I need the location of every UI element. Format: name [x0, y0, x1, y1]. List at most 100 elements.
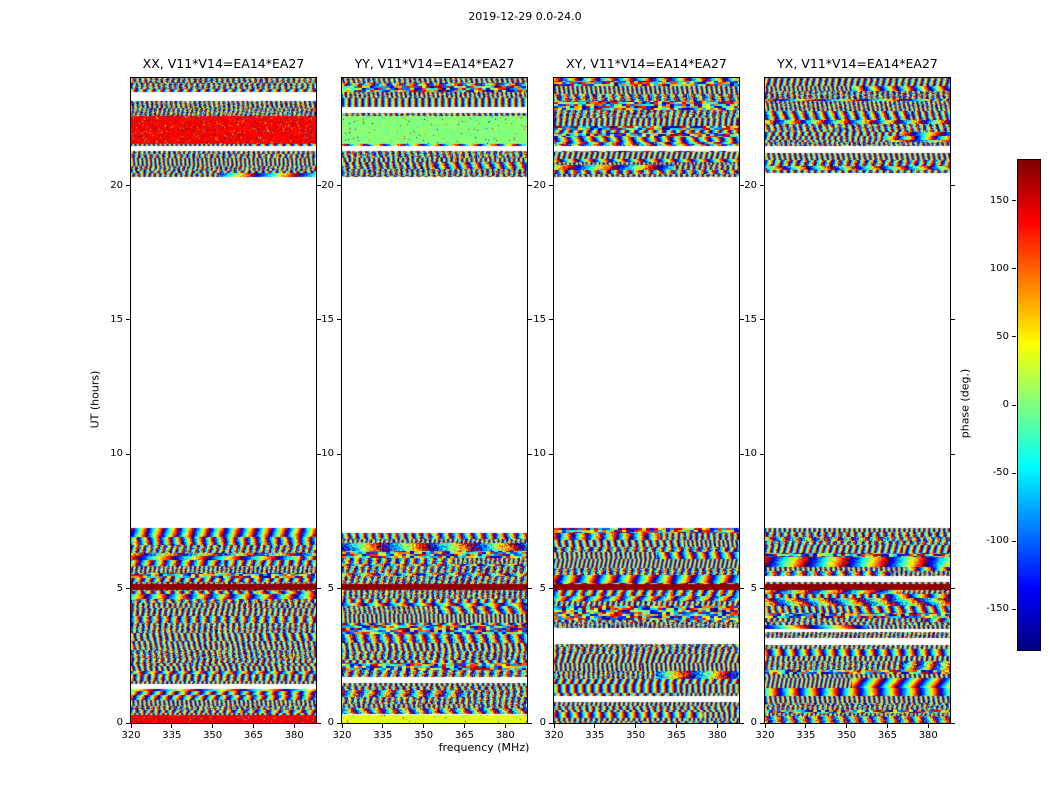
y-tick-mark — [528, 722, 532, 724]
x-tick-mark — [594, 724, 596, 728]
figure-title: 2019-12-29 0.0-24.0 — [468, 10, 582, 23]
x-tick-label: 350 — [203, 730, 223, 741]
panel-title-yy: YY, V11*V14=EA14*EA27 — [354, 56, 515, 71]
x-tick-label: 380 — [284, 730, 304, 741]
y-tick-label: 0 — [327, 717, 334, 728]
y-tick-mark — [760, 319, 764, 321]
x-tick-label: 365 — [877, 730, 897, 741]
x-tick-label: 365 — [454, 730, 474, 741]
y-tick-mark — [337, 453, 341, 455]
x-tick-label: 335 — [162, 730, 182, 741]
x-tick-mark — [927, 724, 929, 728]
colorbar-tick-mark — [1012, 268, 1016, 270]
y-tick-mark — [337, 588, 341, 590]
colorbar-tick-mark — [1012, 608, 1016, 610]
y-tick-label: 5 — [116, 582, 123, 594]
x-tick-label: 320 — [332, 730, 352, 741]
x-tick-label: 380 — [495, 730, 515, 741]
heatmap-canvas-xy — [554, 78, 739, 723]
y-tick-label: 0 — [750, 717, 757, 728]
y-tick-mark — [951, 319, 955, 321]
colorbar-tick-label: 50 — [996, 330, 1009, 342]
y-tick-mark — [337, 319, 341, 321]
colorbar-tick-mark — [1012, 472, 1016, 474]
x-tick-mark — [423, 724, 425, 728]
y-tick-mark — [740, 185, 744, 186]
y-tick-label: 10 — [744, 448, 757, 460]
y-tick-mark — [317, 722, 321, 724]
colorbar-tick-label: -100 — [986, 535, 1009, 547]
colorbar-tick-mark — [1012, 540, 1016, 542]
y-tick-label: 15 — [110, 313, 123, 325]
y-tick-mark — [740, 722, 744, 724]
y-tick-mark — [317, 453, 321, 455]
colorbar-tick-mark — [1012, 200, 1016, 202]
colorbar-gradient — [1018, 160, 1040, 650]
y-tick-mark — [549, 722, 553, 724]
y-tick-label: 20 — [321, 179, 334, 191]
y-tick-mark — [740, 453, 744, 455]
y-tick-label: 5 — [327, 582, 334, 594]
y-tick-mark — [317, 185, 321, 186]
y-tick-label: 5 — [750, 582, 757, 594]
x-tick-mark — [764, 724, 766, 728]
y-tick-mark — [126, 185, 130, 186]
x-tick-label: 350 — [626, 730, 646, 741]
y-tick-mark — [528, 185, 532, 186]
x-tick-mark — [716, 724, 718, 728]
y-tick-label: 20 — [744, 179, 757, 191]
x-axis-label: frequency (MHz) — [438, 741, 530, 754]
y-tick-mark — [126, 453, 130, 455]
panel-yy — [341, 77, 528, 724]
y-tick-mark — [740, 319, 744, 321]
y-tick-label: 15 — [744, 313, 757, 325]
colorbar-tick-label: 150 — [989, 194, 1009, 206]
panel-title-yx: YX, V11*V14=EA14*EA27 — [777, 56, 938, 71]
y-tick-mark — [126, 722, 130, 724]
y-tick-mark — [760, 722, 764, 724]
x-tick-mark — [846, 724, 848, 728]
y-tick-label: 10 — [533, 448, 546, 460]
x-tick-label: 320 — [755, 730, 775, 741]
x-tick-mark — [463, 724, 465, 728]
x-tick-mark — [805, 724, 807, 728]
x-tick-mark — [635, 724, 637, 728]
colorbar-tick-mark — [1012, 336, 1016, 338]
x-tick-mark — [553, 724, 555, 728]
y-tick-mark — [951, 588, 955, 590]
x-tick-label: 380 — [918, 730, 938, 741]
panel-xy — [553, 77, 740, 724]
x-tick-label: 365 — [666, 730, 686, 741]
x-tick-mark — [886, 724, 888, 728]
y-tick-mark — [528, 453, 532, 455]
y-tick-mark — [549, 588, 553, 590]
x-tick-mark — [293, 724, 295, 728]
y-tick-label: 10 — [321, 448, 334, 460]
y-tick-mark — [317, 319, 321, 321]
y-tick-label: 0 — [116, 717, 123, 728]
x-tick-mark — [504, 724, 506, 728]
y-tick-label: 15 — [533, 313, 546, 325]
y-tick-mark — [337, 722, 341, 724]
x-tick-label: 335 — [373, 730, 393, 741]
y-tick-label: 20 — [110, 179, 123, 191]
y-tick-mark — [126, 588, 130, 590]
x-tick-label: 335 — [796, 730, 816, 741]
y-tick-mark — [528, 588, 532, 590]
y-axis-label: UT (hours) — [88, 370, 102, 429]
y-tick-mark — [549, 185, 553, 186]
x-tick-mark — [341, 724, 343, 728]
x-tick-label: 350 — [837, 730, 857, 741]
panel-yx — [764, 77, 951, 724]
colorbar-tick-label: 0 — [1002, 399, 1009, 410]
colorbar — [1017, 159, 1041, 651]
x-tick-label: 365 — [243, 730, 263, 741]
x-tick-mark — [252, 724, 254, 728]
x-tick-label: 335 — [585, 730, 605, 741]
y-tick-label: 5 — [539, 582, 546, 594]
y-tick-label: 0 — [539, 717, 546, 728]
x-tick-mark — [675, 724, 677, 728]
y-tick-mark — [337, 185, 341, 186]
y-tick-mark — [549, 319, 553, 321]
